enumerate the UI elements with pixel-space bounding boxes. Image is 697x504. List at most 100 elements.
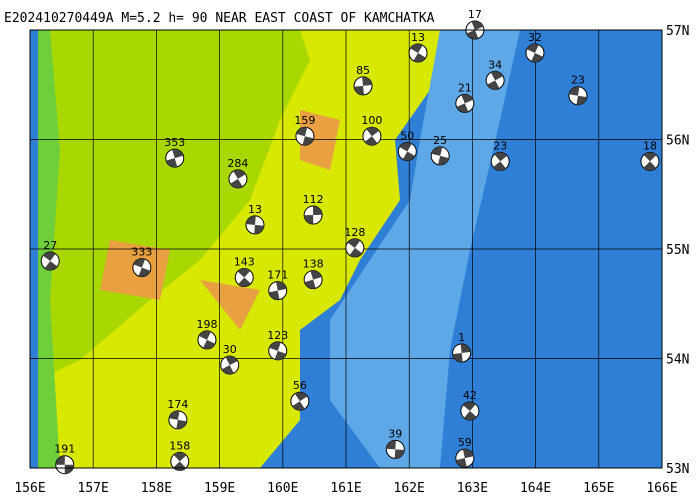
depth-label: 353 bbox=[164, 136, 185, 149]
depth-label: 21 bbox=[458, 81, 472, 94]
compression-quadrant bbox=[399, 142, 416, 161]
depth-label: 284 bbox=[227, 157, 248, 170]
compression-quadrant bbox=[173, 452, 187, 471]
compression-quadrant bbox=[133, 258, 151, 277]
focal-mechanism bbox=[455, 448, 475, 468]
compression-quadrant bbox=[456, 94, 474, 113]
compression-quadrant bbox=[463, 402, 477, 421]
lon-label: 165E bbox=[583, 481, 614, 496]
compression-quadrant bbox=[304, 270, 322, 289]
depth-label: 333 bbox=[131, 246, 152, 259]
compression-quadrant bbox=[364, 127, 379, 146]
lon-label: 160E bbox=[267, 481, 298, 496]
compression-quadrant bbox=[296, 127, 314, 146]
depth-label: 18 bbox=[643, 139, 657, 152]
depth-label: 23 bbox=[493, 139, 507, 152]
compression-quadrant bbox=[198, 330, 215, 349]
depth-label: 13 bbox=[411, 31, 425, 44]
focal-mechanism bbox=[568, 86, 588, 106]
compression-quadrant bbox=[493, 152, 508, 171]
depth-label: 174 bbox=[167, 398, 188, 411]
compression-quadrant bbox=[466, 21, 484, 39]
focal-mechanism bbox=[234, 267, 254, 287]
depth-label: 25 bbox=[433, 134, 447, 147]
compression-quadrant bbox=[304, 206, 323, 225]
compression-quadrant bbox=[55, 455, 74, 474]
depth-label: 13 bbox=[248, 203, 262, 216]
focal-mechanism bbox=[485, 70, 505, 90]
depth-label: 191 bbox=[54, 443, 75, 456]
focal-mechanism bbox=[455, 93, 475, 113]
compression-quadrant bbox=[347, 238, 363, 257]
compression-quadrant bbox=[269, 341, 287, 360]
compression-quadrant bbox=[354, 76, 372, 95]
depth-label: 32 bbox=[528, 31, 542, 44]
depth-label: 159 bbox=[294, 114, 315, 127]
compression-quadrant bbox=[268, 281, 287, 300]
compression-quadrant bbox=[237, 268, 251, 287]
focal-mechanism bbox=[197, 330, 217, 350]
lon-label: 156E bbox=[14, 481, 45, 496]
focal-mechanism bbox=[220, 355, 240, 375]
depth-label: 138 bbox=[303, 258, 324, 271]
lon-label: 166E bbox=[646, 481, 677, 496]
focal-mechanism bbox=[268, 341, 288, 361]
lon-label: 163E bbox=[457, 481, 488, 496]
focal-mechanism bbox=[40, 251, 60, 271]
depth-label: 42 bbox=[463, 389, 477, 402]
focal-mechanism bbox=[228, 169, 248, 189]
map-title: E202410270449A M=5.2 h= 90 NEAR EAST COA… bbox=[4, 11, 435, 26]
focal-mechanism bbox=[290, 391, 310, 411]
compression-quadrant bbox=[166, 149, 184, 168]
focal-mechanism bbox=[385, 439, 405, 459]
focal-mechanism bbox=[303, 270, 323, 290]
depth-label: 128 bbox=[344, 226, 365, 239]
compression-quadrant bbox=[221, 356, 238, 375]
lat-label: 54N bbox=[666, 353, 689, 368]
focal-mechanism bbox=[640, 151, 660, 171]
focal-mechanism bbox=[295, 126, 315, 146]
focal-mechanism bbox=[268, 281, 288, 301]
focal-mechanism bbox=[345, 238, 365, 258]
depth-label: 59 bbox=[458, 436, 472, 449]
focal-mechanism bbox=[303, 205, 323, 225]
compression-quadrant bbox=[386, 440, 405, 459]
focal-mechanism bbox=[168, 410, 188, 430]
depth-label: 50 bbox=[400, 130, 414, 143]
focal-mechanism bbox=[452, 343, 472, 363]
lat-label: 55N bbox=[666, 243, 689, 258]
compression-quadrant bbox=[487, 71, 504, 90]
compression-quadrant bbox=[43, 252, 58, 271]
events: 1912735333328413143171198301741588513171… bbox=[40, 8, 660, 475]
depth-label: 17 bbox=[468, 8, 482, 21]
compression-quadrant bbox=[643, 152, 657, 171]
depth-label: 27 bbox=[43, 239, 57, 252]
compression-quadrant bbox=[230, 169, 246, 188]
focal-mechanism bbox=[460, 401, 480, 421]
depth-label: 1 bbox=[458, 331, 465, 344]
depth-label: 23 bbox=[571, 74, 585, 87]
depth-label: 30 bbox=[223, 343, 237, 356]
focal-mechanism bbox=[408, 43, 428, 63]
compression-quadrant bbox=[569, 86, 587, 105]
depth-label: 56 bbox=[293, 379, 307, 392]
lon-label: 159E bbox=[204, 481, 235, 496]
focal-mechanism bbox=[362, 126, 382, 146]
compression-quadrant bbox=[410, 43, 426, 63]
depth-label: 143 bbox=[234, 255, 255, 268]
lon-label: 158E bbox=[141, 481, 172, 496]
compression-quadrant bbox=[292, 392, 308, 411]
focal-mechanism bbox=[353, 76, 373, 96]
compression-quadrant bbox=[456, 449, 474, 468]
focal-mechanism bbox=[490, 151, 510, 171]
depth-label: 100 bbox=[361, 114, 382, 127]
compression-quadrant bbox=[246, 215, 264, 234]
depth-label: 158 bbox=[169, 439, 190, 452]
compression-quadrant bbox=[431, 146, 449, 165]
depth-label: 123 bbox=[267, 329, 288, 342]
depth-label: 34 bbox=[488, 58, 502, 71]
focal-mechanism bbox=[245, 215, 265, 235]
focal-mechanism bbox=[525, 43, 545, 63]
focal-mechanism bbox=[55, 455, 75, 475]
